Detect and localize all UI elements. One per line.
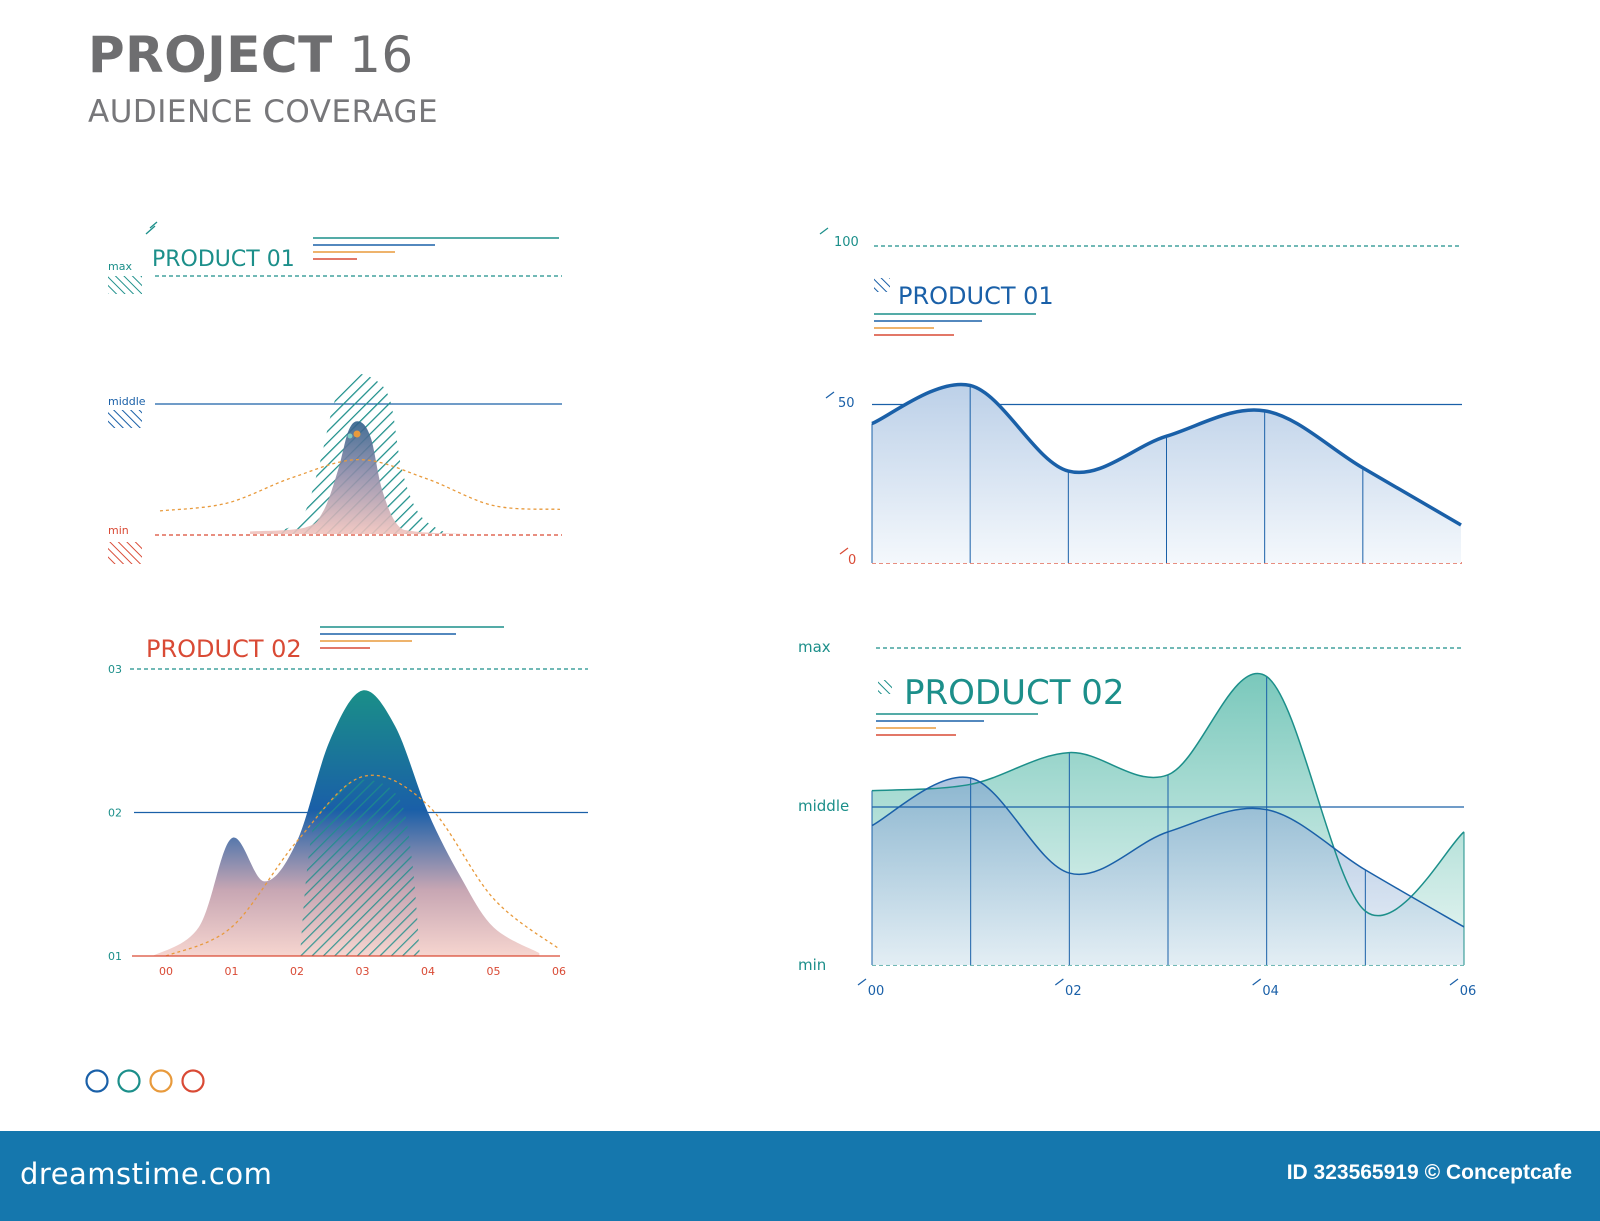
footer-credit: © Conceptcafe bbox=[1424, 1161, 1572, 1184]
chart2-xtick: 01 bbox=[225, 965, 239, 978]
chart3-title-swatch bbox=[874, 278, 890, 292]
chart2-xtick: 03 bbox=[356, 965, 370, 978]
footer-id-text: ID 323565919 bbox=[1286, 1161, 1419, 1184]
chart4-xtick-slash bbox=[1449, 978, 1459, 986]
page-title: PROJECT 16 bbox=[88, 30, 438, 80]
footer-bar: dreamstime.com ID 323565919 © Conceptcafe bbox=[0, 1131, 1600, 1221]
level-min-swatch bbox=[108, 542, 142, 564]
page-subtitle: AUDIENCE COVERAGE bbox=[88, 94, 439, 130]
chart2-title: PRODUCT 02 bbox=[146, 635, 302, 663]
footer-logo: dreamstime.com bbox=[20, 1157, 273, 1191]
chart1-series2-line bbox=[159, 458, 561, 512]
legend-dot bbox=[149, 1069, 173, 1093]
chart2-xtick: 05 bbox=[487, 965, 501, 978]
chart4-middle-label: middle bbox=[798, 797, 849, 815]
chart4-title: PRODUCT 02 bbox=[904, 673, 1125, 713]
title-block: PROJECT 16 AUDIENCE COVERAGE bbox=[88, 30, 438, 130]
chart4-xtick-slash bbox=[1252, 978, 1262, 986]
chart4-title-swatch bbox=[878, 680, 892, 694]
tick-slash bbox=[839, 547, 849, 555]
chart1-series1-area bbox=[250, 421, 470, 534]
chart4-series1-line bbox=[871, 672, 1465, 917]
level-min-label: min bbox=[108, 524, 129, 537]
legend-dots bbox=[85, 1069, 205, 1093]
chart4-min-label: min bbox=[798, 956, 826, 974]
chart3-ytick: 0 bbox=[848, 553, 856, 568]
chart2-ytick: 01 bbox=[108, 950, 122, 963]
chart1-peak-dot2 bbox=[347, 433, 353, 439]
chart-product01-line: 100 50 0 PRODUCT 01 bbox=[819, 227, 1462, 568]
chart4-xtick: 04 bbox=[1262, 984, 1279, 999]
chart2-ytick: 02 bbox=[108, 807, 122, 820]
chart2-hatch-area bbox=[300, 779, 420, 956]
chart3-ytick: 50 bbox=[838, 396, 855, 411]
chart1-title: PRODUCT 01 bbox=[152, 247, 295, 272]
deco-slash bbox=[145, 225, 156, 235]
chart2-xtick: 04 bbox=[421, 965, 435, 978]
charts-svg: PRODUCT 01 max middle min PRODUCT 02 01 02 03 0… bbox=[85, 221, 1476, 1093]
deco-slash bbox=[149, 221, 158, 229]
footer-id: ID 323565919 © Conceptcafe bbox=[1281, 1161, 1572, 1185]
chart2-ytick: 03 bbox=[108, 663, 122, 676]
chart3-title: PRODUCT 01 bbox=[898, 282, 1054, 310]
legend-dot bbox=[117, 1069, 141, 1093]
chart-product01-bell: PRODUCT 01 max middle min bbox=[108, 221, 562, 564]
chart2-series2-line bbox=[165, 774, 560, 957]
chart4-xtick: 00 bbox=[868, 984, 885, 999]
chart2-xtick: 02 bbox=[290, 965, 304, 978]
tick-slash bbox=[825, 391, 835, 399]
chart-product02-bell: PRODUCT 02 01 02 03 00 01 02 03 04 05 06 bbox=[108, 626, 588, 978]
chart2-xtick: 06 bbox=[552, 965, 566, 978]
chart4-series2-line bbox=[871, 776, 1465, 928]
chart4-max-label: max bbox=[798, 638, 831, 656]
infographic-canvas: PRODUCT 01 max middle min PRODUCT 02 01 02 03 0… bbox=[85, 30, 1476, 1093]
tick-slash bbox=[819, 227, 829, 235]
level-max-label: max bbox=[108, 260, 132, 273]
chart4-xtick: 02 bbox=[1065, 984, 1082, 999]
chart4-xtick-slash bbox=[1054, 978, 1064, 986]
chart1-peak-dot bbox=[353, 430, 361, 438]
chart3-ytick: 100 bbox=[834, 235, 859, 250]
level-max-swatch bbox=[108, 276, 142, 294]
chart2-xtick: 00 bbox=[159, 965, 173, 978]
chart4-xtick-slash bbox=[857, 978, 867, 986]
level-middle-swatch bbox=[108, 410, 142, 428]
level-middle-label: middle bbox=[108, 395, 146, 408]
legend-dot bbox=[181, 1069, 205, 1093]
chart4-xtick: 06 bbox=[1460, 984, 1477, 999]
title-number: 16 bbox=[349, 26, 414, 84]
title-bold: PROJECT bbox=[88, 26, 333, 84]
chart-product02-area: max middle min PRODUCT 02 00 02 04 06 bbox=[798, 638, 1476, 999]
legend-dot bbox=[85, 1069, 109, 1093]
